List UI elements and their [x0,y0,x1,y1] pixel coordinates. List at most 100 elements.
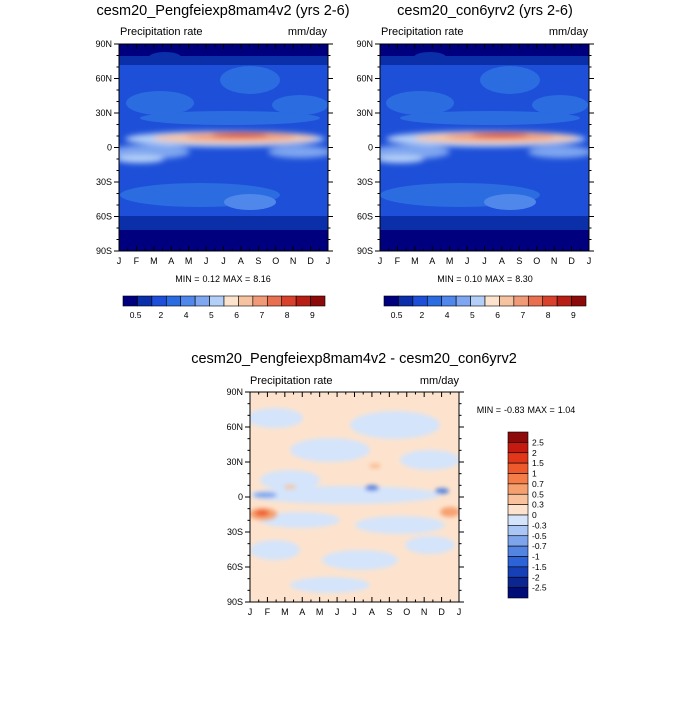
y-tick-label: 60N [226,422,243,432]
contour-tropics [380,131,589,163]
y-tick-label: 90S [227,597,243,607]
colorbar-swatch [507,576,529,588]
colorbar-swatch [266,295,283,307]
colorbar-tick-label: -0.7 [532,541,547,551]
y-tick-label: 30N [226,457,243,467]
panel-model: cesm20_Pengfeiexp8mam4v2 (yrs 2-6) Preci… [95,3,349,320]
contour-fill-patch [472,132,528,138]
contour-fill-patch [386,91,454,115]
x-tick-label: M [185,256,193,266]
colorbar-tick-label: -0.3 [532,520,547,530]
y-tick-label: 30N [95,108,112,118]
contour-fill-patch [369,463,381,469]
x-tick-label: J [352,607,357,617]
x-tick-label: J [378,256,383,266]
colorbar-tick-label: 8 [285,310,290,320]
x-tick-label: D [307,256,314,266]
contour-fill-patch [250,486,440,504]
colorbar-tick-label: -2.5 [532,583,547,593]
colorbar-swatch [398,295,414,307]
contour-positive-regions [250,463,459,520]
colorbar: 0.5 2 4 5 6 7 8 9 [383,295,587,320]
panel-difference: cesm20_Pengfeiexp8mam4v2 - cesm20_con6yr… [191,351,575,617]
contour-negative-regions [250,408,459,593]
x-tick-label: J [465,256,470,266]
colorbar-tick-label: 2.5 [532,437,544,447]
colorbar-swatch [527,295,544,307]
colorbar-swatch [507,431,529,443]
contour-fill-patch [322,550,398,570]
contour-fill-patch [484,194,536,210]
contour-fill-patch [140,111,320,125]
colorbar-swatch [507,535,529,547]
panel-title: cesm20_con6yrv2 (yrs 2-6) [397,3,573,19]
colorbar-tick-label: 9 [571,310,576,320]
colorbar-swatch [252,295,268,307]
colorbar-tick-label: 7 [260,310,265,320]
y-tick-label: 90N [95,39,112,49]
contour-fill-patch [365,485,379,491]
y-tick-label: 0 [368,143,373,153]
y-tick-label: 60N [95,74,112,84]
y-tick-label: 30N [356,108,373,118]
colorbar-tick-label: 8 [546,310,551,320]
colorbar-swatch [556,295,572,307]
contour-fill-patch [220,66,280,94]
colorbar-swatch [238,295,254,307]
x-tick-label: M [316,607,324,617]
min-value: 0.12 [202,274,220,284]
colorbar-tick-label: 0.5 [532,489,544,499]
colorbar-tick-label: -0.5 [532,531,547,541]
contour-fill-patch [119,155,164,163]
contour-fill-patch [149,52,181,62]
variable-label: Precipitation rate [120,26,203,38]
contour-field [119,44,328,251]
y-tick-label: 0 [107,143,112,153]
colorbar-swatch [412,295,428,307]
contour-fill-polar-south [119,230,328,251]
colorbar-tick-label: -2 [532,572,540,582]
y-tick-label: 60N [356,74,373,84]
contour-fill-band [380,216,589,230]
colorbar-swatch [441,295,457,307]
x-tick-label: D [438,607,445,617]
y-tick-label: 90N [356,39,373,49]
colorbar-swatch [310,295,326,307]
colorbar-swatch [180,295,196,307]
contour-fill-patch [414,52,446,62]
x-tick-label: A [369,607,375,617]
colorbar-swatch [194,295,210,307]
x-tick-label: A [238,256,244,266]
x-tick-label: J [335,607,340,617]
colorbar-swatch [455,295,471,307]
panel-title: cesm20_Pengfeiexp8mam4v2 - cesm20_con6yr… [191,351,517,367]
contour-fill-band [380,56,589,65]
x-tick-label: O [272,256,279,266]
x-tick-label: F [395,256,401,266]
contour-field [380,44,589,251]
colorbar-tick-label: 0.7 [532,479,544,489]
min-value: -0.83 [504,405,525,415]
x-tick-label: D [568,256,575,266]
y-tick-label: 90S [357,246,373,256]
colorbar-swatch [151,295,167,307]
colorbar-tick-label: 4 [445,310,450,320]
contour-fill-patch [405,536,455,554]
contour-fill-patch [440,507,459,517]
x-tick-label: A [429,256,435,266]
contour-fill-patch [250,540,300,560]
x-tick-label: N [421,607,428,617]
colorbar: 2.521.510.70.50.30-0.3-0.5-0.7-1-1.5-2-2… [507,431,547,599]
contour-fill-patch [350,411,440,439]
contour-fill-patch [268,146,328,158]
colorbar-swatch [571,295,587,307]
colorbar-swatch [507,566,529,578]
x-tick-label: J [326,256,331,266]
colorbar-swatch [223,295,239,307]
colorbar-swatch [542,295,558,307]
x-tick-label: M [281,607,289,617]
